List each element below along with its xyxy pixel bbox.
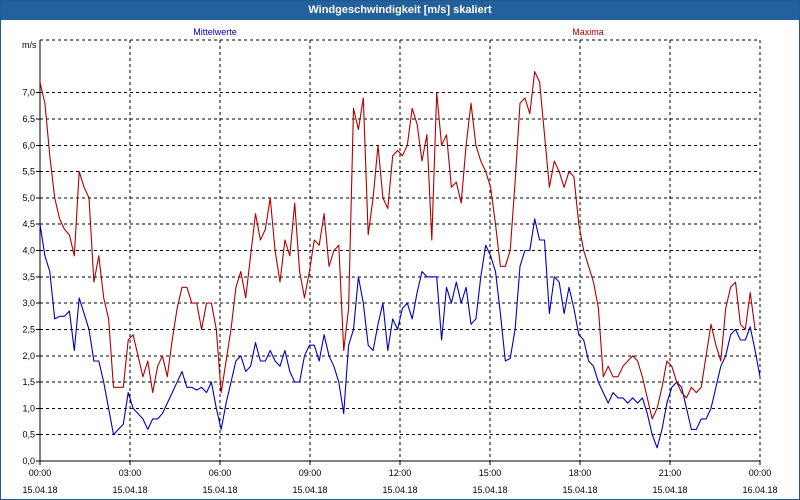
x-tick-time: 21:00 <box>659 468 682 478</box>
x-tick-time: 18:00 <box>569 468 592 478</box>
y-tick-label: 3,5 <box>22 272 35 282</box>
y-tick-label: 2,0 <box>22 351 35 361</box>
tick-labels: 0,0 0,5 1,0 1,5 2,0 2,5 3,0 3,5 4,0 4,5 5,0 5,5 6,0 6… <box>22 27 778 495</box>
x-tick-time: 15:00 <box>479 468 502 478</box>
y-tick-label: 6,5 <box>22 114 35 124</box>
y-axis-unit: m/s <box>22 40 37 50</box>
x-tick-date: 16.04.18 <box>742 485 777 495</box>
x-tick-date: 15.04.18 <box>562 485 597 495</box>
y-tick-label: 1,5 <box>22 377 35 387</box>
series-line-mittelwerte <box>39 218 761 449</box>
x-tick-time: 00:00 <box>29 468 52 478</box>
x-tick-time: 09:00 <box>299 468 322 478</box>
y-tick-label: 2,5 <box>22 324 35 334</box>
x-tick-date: 15.04.18 <box>22 485 57 495</box>
y-tick-label: 4,5 <box>22 219 35 229</box>
x-tick-date: 15.04.18 <box>292 485 327 495</box>
y-tick-label: 7,0 <box>22 88 35 98</box>
x-tick-date: 15.04.18 <box>202 485 237 495</box>
y-tick-label: 5,0 <box>22 193 35 203</box>
y-tick-label: 1,0 <box>22 403 35 413</box>
axes <box>36 40 761 465</box>
y-tick-label: 0,0 <box>22 456 35 466</box>
x-tick-date: 15.04.18 <box>382 485 417 495</box>
x-tick-time: 12:00 <box>389 468 412 478</box>
x-tick-time: 06:00 <box>209 468 232 478</box>
y-tick-label: 4,0 <box>22 246 35 256</box>
series-group <box>39 71 761 449</box>
y-tick-label: 6,0 <box>22 140 35 150</box>
series-line-maxima <box>39 71 756 420</box>
y-tick-label: 0,5 <box>22 430 35 440</box>
grid <box>39 39 761 462</box>
x-tick-date: 15.04.18 <box>652 485 687 495</box>
x-tick-time: 00:00 <box>749 468 772 478</box>
x-tick-date: 15.04.18 <box>112 485 147 495</box>
x-tick-date: 15.04.18 <box>472 485 507 495</box>
window-title: Windgeschwindigkeit [m/s] skaliert <box>1 1 799 20</box>
x-tick-time: 03:00 <box>119 468 142 478</box>
legend-maxima: Maxima <box>572 27 604 37</box>
y-tick-label: 5,5 <box>22 167 35 177</box>
y-tick-label: 3,0 <box>22 298 35 308</box>
legend-mittelwerte: Mittelwerte <box>193 27 237 37</box>
